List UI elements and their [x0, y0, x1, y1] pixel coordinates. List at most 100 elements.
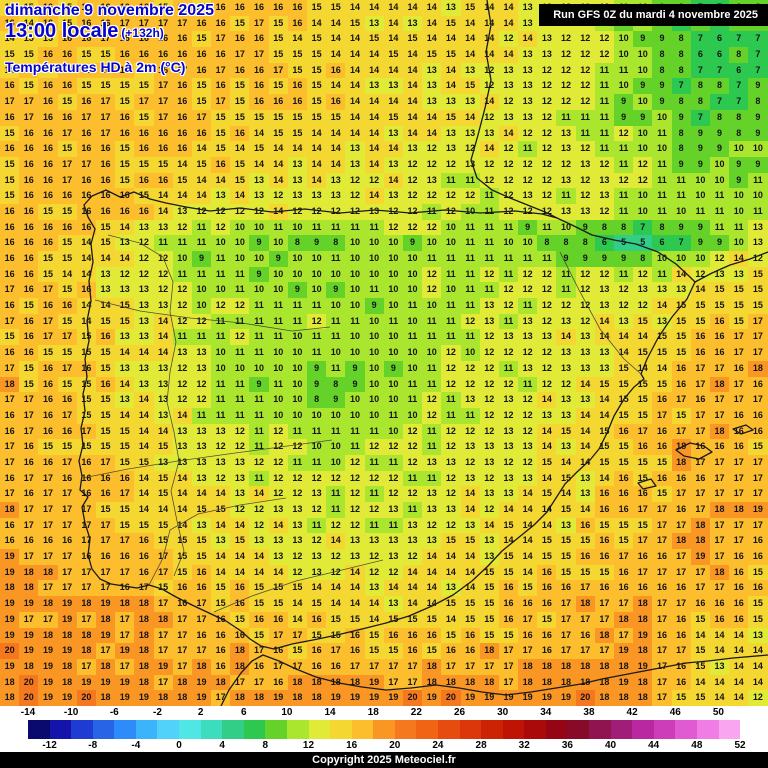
temperature-cell: 12: [614, 298, 634, 314]
temperature-cell: 11: [249, 329, 269, 346]
temperature-cell: 16: [95, 156, 116, 173]
temperature-cell: 17: [671, 486, 691, 502]
temperature-cell: 12: [287, 203, 307, 220]
temperature-cell: 17: [95, 533, 116, 550]
temperature-cell: 11: [479, 203, 499, 220]
temperature-cell: 12: [498, 31, 519, 48]
temperature-cell: 13: [518, 0, 538, 16]
temperature-cell: 14: [422, 109, 442, 126]
temperature-cell: 15: [671, 690, 691, 706]
temperature-cell: 11: [249, 439, 269, 455]
temperature-cell: 16: [115, 125, 135, 142]
temperature-cell: 15: [95, 345, 116, 361]
temperature-cell: 10: [652, 141, 672, 157]
temperature-cell: 17: [268, 62, 288, 79]
temperature-cell: 19: [19, 596, 39, 612]
temperature-cell: 11: [307, 423, 327, 440]
temperature-grid[interactable]: 14 15 16 15 16 16 16 16 15 16 15 16 16 16 16 16 15 15 14 14…: [0, 0, 768, 706]
temperature-cell: 13: [498, 392, 519, 408]
temperature-cell: 16: [249, 0, 269, 16]
temperature-cell: 16: [0, 78, 20, 95]
temperature-cell: 10: [211, 345, 231, 361]
temperature-cell: 8: [671, 125, 691, 142]
temperature-cell: 8: [537, 235, 557, 251]
temperature-cell: 18: [153, 611, 173, 628]
temperature-cell: 14: [307, 15, 327, 32]
temperature-cell: 13: [594, 360, 614, 377]
temperature-cell: 11: [709, 219, 730, 236]
temperature-cell: 16: [709, 611, 730, 628]
temperature-cell: 12: [249, 203, 269, 220]
temperature-cell: 16: [249, 658, 269, 675]
temperature-cell: 16: [748, 376, 768, 393]
temperature-cell: 12: [153, 282, 173, 299]
temperature-cell: 10: [633, 141, 653, 157]
temperature-cell: 16: [402, 643, 423, 659]
temperature-cell: 13: [287, 533, 307, 550]
temperature-cell: 13: [364, 203, 384, 220]
temperature-cell: 10: [345, 251, 365, 267]
temperature-cell: 12: [575, 313, 595, 330]
temperature-cell: 15: [633, 376, 653, 393]
temperature-cell: 16: [345, 627, 365, 644]
temperature-cell: 13: [115, 329, 135, 346]
temperature-cell: 16: [95, 141, 116, 157]
temperature-cell: 17: [19, 109, 39, 126]
temperature-cell: 11: [537, 219, 557, 236]
temperature-cell: 9: [614, 109, 634, 126]
temperature-cell: 16: [38, 392, 58, 408]
temperature-cell: 15: [748, 282, 768, 299]
temperature-cell: 16: [268, 674, 288, 691]
temperature-cell: 16: [460, 627, 480, 644]
temperature-cell: 14: [460, 109, 480, 126]
temperature-cell: 15: [652, 345, 672, 361]
temperature-cell: 12: [479, 376, 499, 393]
temperature-cell: 8: [748, 94, 768, 110]
temperature-cell: 17: [76, 517, 96, 534]
temperature-cell: 14: [402, 78, 423, 95]
temperature-cell: 11: [652, 125, 672, 142]
temperature-cell: 12: [498, 188, 519, 204]
temperature-cell: 9: [690, 235, 710, 251]
temperature-cell: 17: [729, 376, 749, 393]
temperature-cell: 18: [518, 658, 538, 675]
temperature-cell: 13: [709, 266, 730, 283]
legend-tick-top: 6: [240, 707, 247, 718]
temperature-cell: 16: [249, 611, 269, 628]
temperature-cell: 11: [518, 141, 538, 157]
temperature-cell: 13: [172, 454, 192, 471]
temperature-cell: 13: [518, 188, 538, 204]
temperature-cell: 10: [402, 313, 423, 330]
temperature-cell: 13: [575, 470, 595, 487]
model-run-info: Run GFS 0Z du mardi 4 novembre 2025: [539, 4, 768, 26]
temperature-cell: 14: [402, 94, 423, 110]
temperature-cell: 16: [402, 627, 423, 644]
temperature-cell: 14: [345, 94, 365, 110]
temperature-cell: 17: [76, 658, 96, 675]
temperature-cell: 16: [38, 235, 58, 251]
temperature-cell: 16: [748, 549, 768, 565]
map-canvas[interactable]: 14 15 16 15 16 16 16 16 15 16 15 16 16 16 16 16 15 15 14 14…: [0, 0, 768, 706]
temperature-cell: 11: [230, 392, 250, 408]
temperature-cell: 15: [95, 423, 116, 440]
temperature-cell: 16: [38, 109, 58, 126]
temperature-cell: 11: [402, 392, 423, 408]
temperature-cell: 17: [0, 313, 20, 330]
temperature-cell: 12: [230, 502, 250, 518]
temperature-cell: 12: [402, 439, 423, 455]
temperature-cell: 10: [191, 298, 212, 314]
temperature-cell: 15: [230, 172, 250, 189]
temperature-cell: 11: [422, 251, 442, 267]
temperature-cell: 13: [153, 360, 173, 377]
temperature-cell: 14: [498, 15, 519, 32]
temperature-cell: 13: [153, 298, 173, 314]
temperature-cell: 16: [230, 627, 250, 644]
temperature-cell: 17: [249, 15, 269, 32]
temperature-cell: 12: [441, 156, 461, 173]
temperature-cell: 16: [729, 611, 749, 628]
temperature-cell: 15: [172, 564, 192, 581]
temperature-cell: 11: [498, 313, 519, 330]
temperature-cell: 17: [575, 643, 595, 659]
temperature-cell: 11: [460, 172, 480, 189]
temperature-cell: 12: [537, 62, 557, 79]
